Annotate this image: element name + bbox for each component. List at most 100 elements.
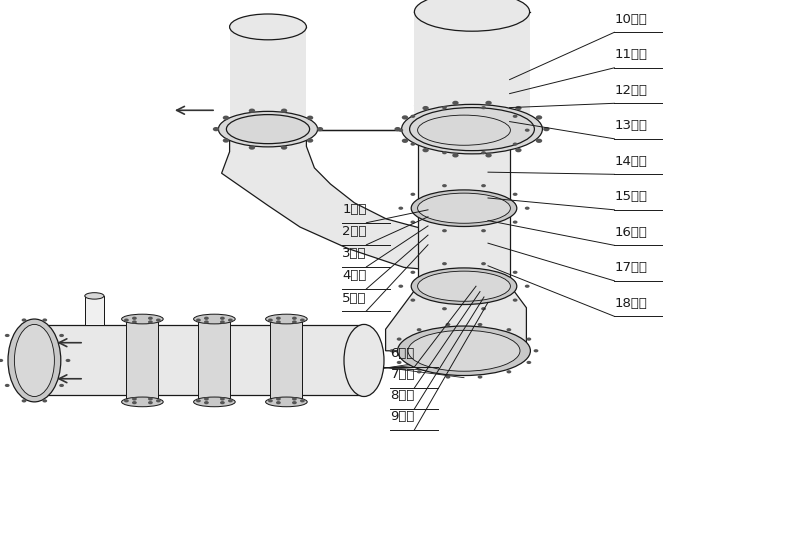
Circle shape (442, 151, 447, 154)
Ellipse shape (418, 115, 510, 145)
Circle shape (204, 398, 209, 401)
Ellipse shape (226, 115, 310, 144)
Circle shape (402, 139, 408, 143)
Circle shape (442, 229, 447, 232)
Text: 2声路: 2声路 (342, 225, 367, 238)
Text: 3声路: 3声路 (342, 247, 367, 260)
Circle shape (132, 317, 137, 320)
Circle shape (446, 376, 450, 379)
Ellipse shape (218, 111, 318, 147)
Circle shape (398, 285, 403, 288)
Circle shape (42, 318, 47, 322)
Circle shape (398, 207, 403, 210)
Circle shape (397, 337, 402, 341)
Circle shape (410, 271, 415, 274)
Circle shape (481, 106, 486, 109)
Circle shape (398, 129, 403, 132)
Circle shape (66, 359, 70, 362)
Circle shape (397, 361, 402, 364)
Circle shape (478, 323, 482, 326)
Circle shape (292, 320, 297, 323)
Circle shape (394, 127, 401, 131)
Circle shape (481, 184, 486, 187)
Circle shape (276, 401, 281, 404)
Circle shape (513, 143, 518, 146)
Circle shape (417, 328, 422, 331)
Text: 5声路: 5声路 (342, 292, 367, 305)
Circle shape (481, 229, 486, 232)
Text: 4声路: 4声路 (342, 270, 366, 282)
Ellipse shape (411, 112, 517, 148)
Circle shape (536, 139, 542, 143)
Circle shape (5, 384, 10, 387)
Ellipse shape (418, 271, 510, 301)
Circle shape (220, 398, 225, 401)
Circle shape (281, 145, 287, 150)
Circle shape (452, 101, 458, 105)
Circle shape (268, 399, 273, 402)
Ellipse shape (411, 268, 517, 305)
Ellipse shape (408, 330, 520, 371)
Polygon shape (414, 12, 530, 130)
Circle shape (292, 398, 297, 401)
Circle shape (292, 317, 297, 320)
Ellipse shape (14, 324, 54, 397)
Circle shape (481, 262, 486, 265)
Ellipse shape (194, 397, 235, 407)
Circle shape (506, 328, 511, 331)
Ellipse shape (8, 319, 61, 402)
Circle shape (513, 221, 518, 224)
Text: 18声路: 18声路 (614, 297, 647, 310)
Circle shape (156, 399, 161, 402)
Circle shape (22, 318, 26, 322)
Circle shape (525, 129, 530, 132)
Circle shape (276, 317, 281, 320)
Circle shape (410, 221, 415, 224)
Ellipse shape (85, 293, 104, 299)
Circle shape (42, 399, 47, 402)
Circle shape (410, 193, 415, 196)
Circle shape (249, 145, 255, 150)
Text: 8声路: 8声路 (390, 390, 414, 402)
Circle shape (481, 307, 486, 310)
Ellipse shape (266, 397, 307, 407)
Ellipse shape (266, 314, 307, 324)
Circle shape (317, 127, 323, 131)
Text: 15声路: 15声路 (614, 190, 647, 203)
Circle shape (220, 317, 225, 320)
Polygon shape (418, 130, 510, 286)
Text: 9声路: 9声路 (390, 410, 414, 423)
Ellipse shape (122, 397, 163, 407)
Circle shape (478, 376, 482, 379)
Circle shape (276, 398, 281, 401)
Ellipse shape (230, 117, 306, 143)
Circle shape (481, 151, 486, 154)
Circle shape (124, 318, 129, 322)
Circle shape (486, 101, 492, 105)
Circle shape (59, 384, 64, 387)
Ellipse shape (410, 108, 534, 151)
Circle shape (410, 143, 415, 146)
Circle shape (148, 320, 153, 323)
Circle shape (307, 116, 314, 120)
Circle shape (486, 153, 492, 158)
Polygon shape (30, 325, 364, 395)
Circle shape (222, 138, 229, 143)
Circle shape (417, 370, 422, 373)
Circle shape (506, 370, 511, 373)
Circle shape (422, 106, 429, 110)
Circle shape (536, 115, 542, 119)
Circle shape (515, 106, 522, 110)
Polygon shape (198, 319, 230, 402)
Circle shape (213, 127, 219, 131)
Circle shape (515, 148, 522, 152)
Text: 12声路: 12声路 (614, 84, 647, 97)
Circle shape (281, 109, 287, 113)
Ellipse shape (398, 326, 530, 376)
Circle shape (276, 320, 281, 323)
Circle shape (442, 184, 447, 187)
Circle shape (148, 398, 153, 401)
Circle shape (390, 349, 394, 352)
Ellipse shape (418, 193, 510, 223)
Ellipse shape (230, 14, 306, 40)
